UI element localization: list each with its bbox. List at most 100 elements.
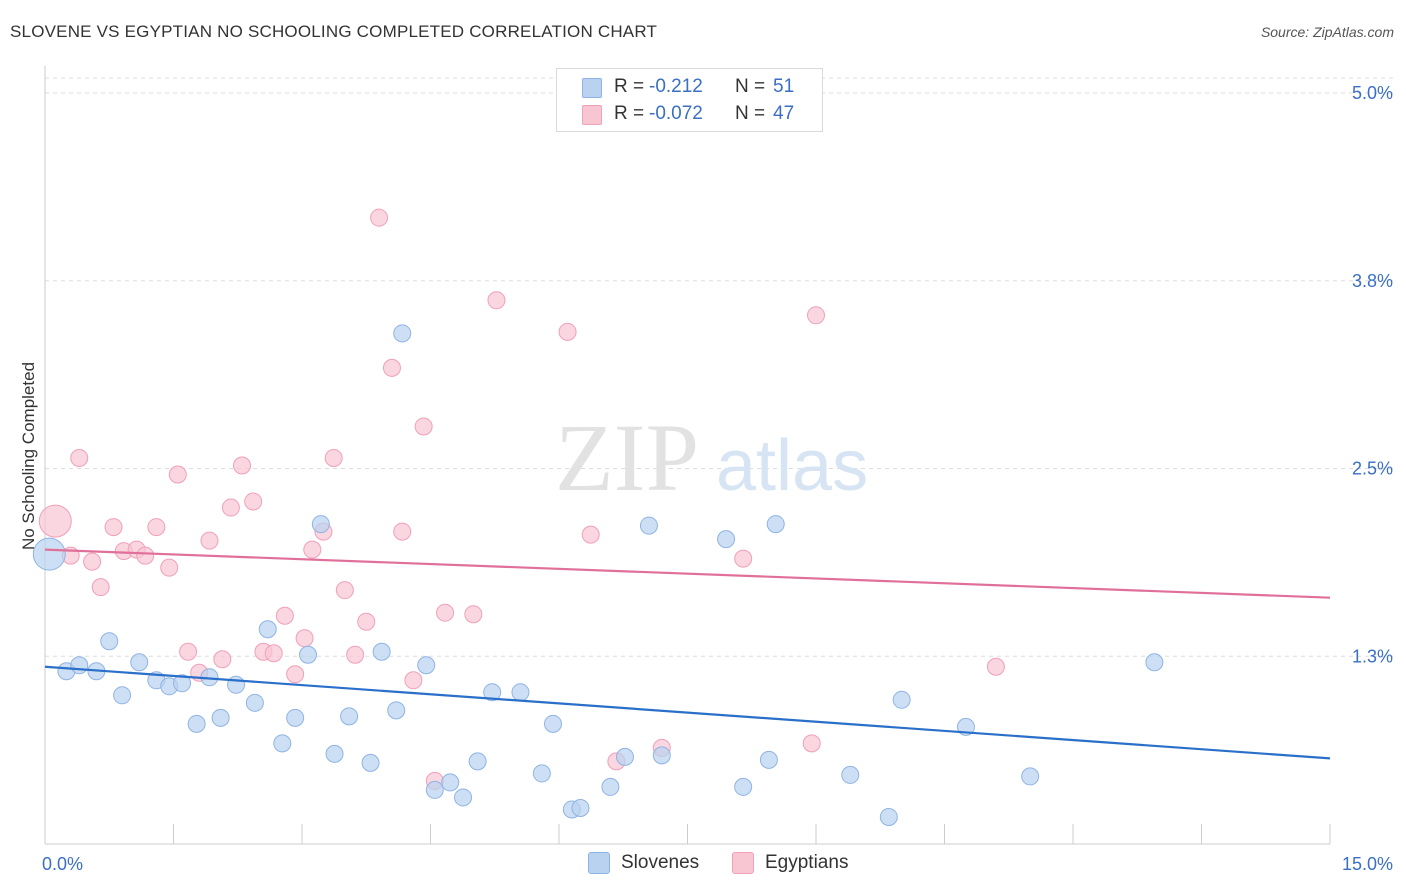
n-value: 47 (773, 103, 795, 124)
slovene-point (483, 683, 502, 702)
egyptian-point (70, 448, 89, 467)
egyptian-point (802, 734, 821, 753)
slovene-point (532, 764, 551, 783)
slovenes-swatch (582, 78, 602, 98)
slovene-point (286, 708, 305, 727)
r-label: R = (614, 76, 645, 97)
egyptian-point (393, 522, 412, 541)
slovene-point (100, 632, 119, 651)
y-axis-label: No Schooling Completed (19, 362, 38, 550)
egyptian-point (324, 448, 343, 467)
slovene-point (311, 515, 330, 534)
legend-item-egyptians[interactable]: Egyptians (732, 852, 848, 874)
egyptian-point (436, 603, 455, 622)
egyptian-point (147, 518, 166, 537)
slovene-point (325, 744, 344, 763)
egyptian-point (404, 671, 423, 690)
egyptians-swatch (732, 852, 754, 874)
slovene-point (841, 765, 860, 784)
source-label: Source: ZipAtlas.com (1260, 24, 1394, 40)
slovene-point (298, 645, 317, 664)
legend-row-egyptians: R = -0.072 N = 47 (557, 101, 822, 127)
egyptian-point (179, 642, 198, 661)
egyptian-point (346, 645, 365, 664)
legend-label: Slovenes (621, 852, 700, 873)
slovene-point (417, 656, 436, 675)
n-label: N = (735, 76, 766, 97)
egyptian-point (464, 605, 483, 624)
egyptian-point (233, 456, 252, 475)
legend-item-slovenes[interactable]: Slovenes (588, 852, 699, 874)
slovene-point (340, 707, 359, 726)
r-value: -0.212 (649, 76, 703, 97)
slovene-point (211, 708, 230, 727)
slovene-point (454, 788, 473, 807)
legend-label: Egyptians (765, 852, 849, 873)
egyptian-point (200, 531, 219, 550)
x-tick-label: 0.0% (42, 854, 83, 874)
slovene-point (766, 515, 785, 534)
slovene-point (1145, 653, 1164, 672)
axis-layer (44, 66, 1331, 845)
slovenes-points (32, 324, 1164, 826)
egyptian-point (168, 465, 187, 484)
slovene-point (130, 653, 149, 672)
chart-title: SLOVENE VS EGYPTIAN NO SCHOOLING COMPLET… (10, 22, 658, 41)
slovene-point (615, 747, 634, 766)
slovene-point (387, 701, 406, 720)
egyptian-point (558, 322, 577, 341)
slovene-point (441, 773, 460, 792)
slovene-point (258, 620, 277, 639)
slovene-point (468, 752, 487, 771)
egyptian-point (104, 518, 123, 537)
slovene-point (70, 656, 89, 675)
egyptian-point (264, 644, 283, 663)
egyptian-point (303, 540, 322, 559)
egyptian-point (734, 549, 753, 568)
n-value: 51 (773, 76, 795, 97)
tick-labels: 1.3% 2.5% 3.8% 5.0% 0.0% 15.0% (42, 83, 1393, 874)
correlation-legend: R = -0.212 N = 51 R = -0.072 N = 47 (556, 68, 823, 132)
egyptian-point (357, 612, 376, 631)
watermark-zip: ZIP (555, 404, 699, 511)
egyptians-trend-line (44, 548, 1331, 599)
egyptian-point (986, 657, 1005, 676)
egyptian-point (221, 498, 240, 517)
egyptian-point (244, 492, 263, 511)
slovene-point (273, 734, 292, 753)
legend-row-slovenes: R = -0.212 N = 51 (557, 74, 822, 100)
slovene-point (879, 807, 898, 826)
egyptian-point (286, 665, 305, 684)
x-tick-label: 15.0% (1342, 854, 1393, 874)
slovene-point (511, 683, 530, 702)
egyptian-point (91, 578, 110, 597)
trend-lines (44, 548, 1331, 760)
grid-layer (45, 77, 1394, 657)
slovene-point (187, 714, 206, 733)
slovene-point (227, 675, 246, 694)
egyptian-point (295, 629, 314, 648)
slovene-point (361, 753, 380, 772)
slovene-point (245, 693, 264, 712)
egyptian-point (581, 525, 600, 544)
egyptian-point (275, 606, 294, 625)
slovene-point (425, 780, 444, 799)
r-value: -0.072 (649, 103, 703, 124)
egyptian-point (487, 291, 506, 310)
egyptian-point (38, 504, 72, 538)
slovenes-trend-line (44, 665, 1331, 760)
slovene-point (892, 690, 911, 709)
egyptian-point (370, 208, 389, 227)
slovene-point (652, 746, 671, 765)
y-tick-label: 5.0% (1352, 83, 1393, 103)
slovene-point (173, 674, 192, 693)
slovene-point (734, 777, 753, 796)
slovene-point (1021, 767, 1040, 786)
slovene-point (601, 777, 620, 796)
y-tick-label: 1.3% (1352, 646, 1393, 666)
egyptian-point (335, 581, 354, 600)
egyptian-point (414, 417, 433, 436)
egyptian-point (160, 558, 179, 577)
slovene-point (639, 516, 658, 535)
